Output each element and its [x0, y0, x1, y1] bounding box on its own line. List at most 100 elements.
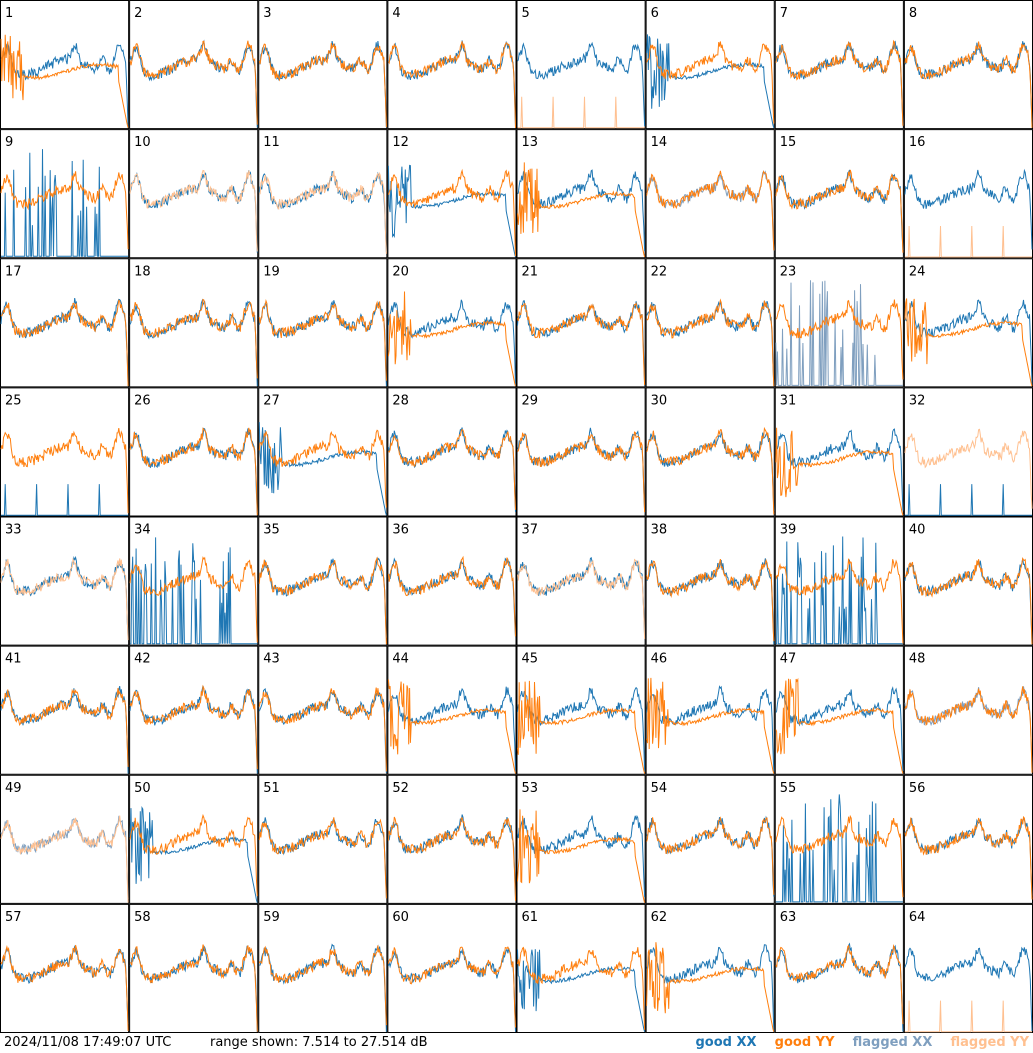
panel-label: 5 — [522, 6, 530, 21]
panel-45: 45 — [516, 645, 646, 775]
series-yy-26 — [129, 427, 258, 516]
panel-label: 52 — [392, 781, 409, 796]
panel-label: 50 — [134, 781, 151, 796]
panel-10: 10 — [129, 129, 259, 259]
panel-36: 36 — [387, 516, 517, 646]
series-yy-34 — [129, 556, 258, 643]
series-yy-36 — [387, 555, 516, 637]
panel-63: 63 — [774, 903, 904, 1033]
series-yy-28 — [388, 428, 516, 510]
panel-frame — [0, 258, 130, 388]
series-yy-42 — [129, 684, 258, 770]
series-xx-49 — [0, 815, 129, 900]
series-yy-35 — [258, 556, 387, 645]
series-yy-24 — [904, 298, 1033, 387]
panel-label: 61 — [522, 910, 539, 925]
series-yy-58 — [129, 944, 258, 1032]
panel-label: 24 — [909, 264, 926, 279]
panel-7: 7 — [774, 0, 904, 130]
series-yy-10 — [129, 169, 258, 252]
panel-55: 55 — [774, 774, 904, 904]
panel-label: 45 — [522, 652, 539, 667]
series-yy-51 — [258, 817, 387, 899]
series-yy-16 — [904, 225, 1032, 258]
series-yy-5 — [517, 96, 645, 129]
series-xx-23 — [775, 280, 903, 386]
panel-39: 39 — [774, 516, 904, 646]
series-xx-61 — [517, 949, 646, 1032]
panel-51: 51 — [258, 774, 388, 904]
series-xx-38 — [646, 558, 775, 645]
panel-58: 58 — [129, 903, 259, 1033]
series-yy-25 — [0, 428, 129, 514]
panel-label: 34 — [134, 523, 151, 538]
series-yy-17 — [0, 299, 129, 387]
panel-8: 8 — [903, 0, 1033, 130]
panel-frame — [903, 0, 1033, 130]
panel-26: 26 — [129, 387, 259, 517]
panel-label: 10 — [134, 135, 151, 150]
panel-2: 2 — [129, 0, 259, 130]
panel-46: 46 — [645, 645, 775, 775]
panel-18: 18 — [129, 258, 259, 388]
panel-frame — [903, 129, 1033, 259]
legend-good-yy: good YY — [774, 1035, 835, 1050]
panel-frame — [129, 0, 259, 130]
panel-label: 22 — [651, 264, 668, 279]
panel-label: 49 — [5, 781, 22, 796]
series-yy-44 — [387, 679, 516, 774]
panel-label: 2 — [134, 6, 142, 21]
panel-label: 7 — [780, 6, 788, 21]
panel-6: 6 — [645, 0, 775, 130]
series-xx-34 — [130, 537, 258, 645]
series-yy-55 — [775, 814, 904, 898]
series-xx-8 — [904, 41, 1033, 125]
series-xx-47 — [775, 686, 904, 772]
panel-53: 53 — [516, 774, 646, 904]
panel-label: 31 — [780, 393, 797, 408]
series-xx-15 — [775, 169, 904, 251]
series-xx-52 — [387, 814, 516, 898]
panel-label: 27 — [263, 393, 280, 408]
panel-label: 16 — [909, 135, 926, 150]
panel-frame — [516, 516, 646, 646]
panel-35: 35 — [258, 516, 388, 646]
panel-label: 33 — [5, 523, 22, 538]
series-xx-50 — [129, 805, 258, 903]
series-yy-47 — [775, 677, 904, 774]
series-yy-54 — [646, 816, 775, 895]
series-yy-37 — [517, 558, 646, 639]
panel-label: 19 — [263, 264, 280, 279]
panel-14: 14 — [645, 129, 775, 259]
panel-label: 21 — [522, 264, 539, 279]
panel-60: 60 — [387, 903, 517, 1033]
panel-23: 23 — [774, 258, 904, 388]
panel-label: 58 — [134, 910, 151, 925]
panel-20: 20 — [387, 258, 517, 388]
footer-bar: 2024/11/08 17:49:07 UTC range shown: 7.5… — [0, 1033, 1033, 1053]
series-yy-8 — [904, 41, 1033, 128]
panel-label: 47 — [780, 652, 797, 667]
series-yy-15 — [775, 169, 904, 253]
series-yy-40 — [904, 557, 1033, 645]
panel-label: 1 — [5, 6, 13, 21]
panel-label: 28 — [392, 393, 409, 408]
series-yy-12 — [387, 168, 516, 257]
series-yy-2 — [129, 40, 258, 125]
panel-frame — [0, 645, 130, 775]
panel-label: 35 — [263, 523, 280, 538]
panel-56: 56 — [903, 774, 1033, 904]
panel-label: 40 — [909, 523, 926, 538]
panel-label: 62 — [651, 910, 668, 925]
series-yy-57 — [0, 944, 129, 1032]
panel-frame — [774, 258, 904, 388]
series-yy-30 — [646, 426, 775, 515]
panel-label: 53 — [522, 781, 539, 796]
range-label: range shown: 7.514 to 27.514 dB — [210, 1035, 428, 1050]
panel-25: 25 — [0, 387, 130, 517]
series-yy-18 — [129, 298, 258, 379]
panel-17: 17 — [0, 258, 130, 388]
legend-flagged-yy: flagged YY — [950, 1035, 1030, 1050]
panel-1: 1 — [0, 0, 130, 130]
